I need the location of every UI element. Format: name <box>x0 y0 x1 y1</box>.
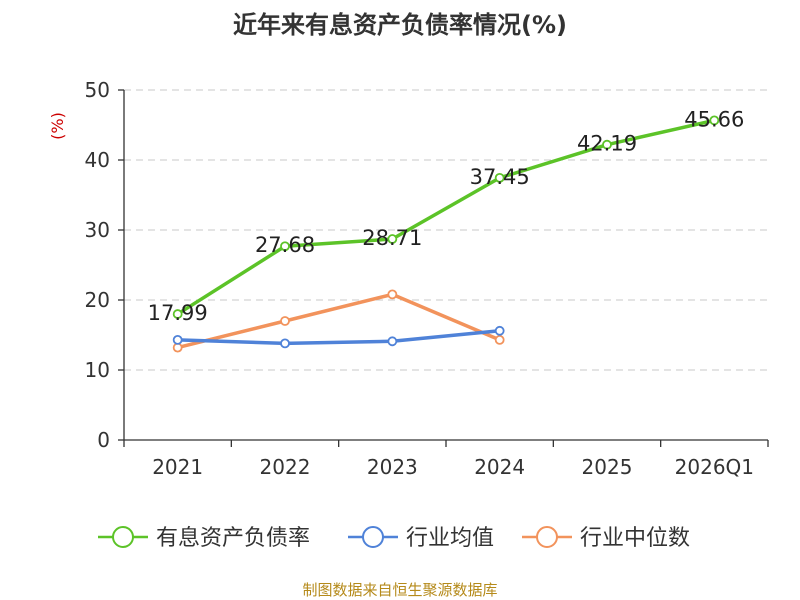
legend: 有息资产负债率 行业均值 行业中位数 <box>98 526 690 551</box>
y-tick-label: 20 <box>85 288 110 312</box>
legend-label: 行业均值 <box>406 526 494 551</box>
data-point[interactable] <box>387 234 398 244</box>
data-label: 28.71 <box>362 226 422 250</box>
legend-marker <box>536 526 558 548</box>
data-point[interactable] <box>602 139 612 150</box>
data-label: 42.19 <box>577 132 637 156</box>
data-label: 37.45 <box>470 165 530 189</box>
legend-marker <box>362 526 384 548</box>
data-point[interactable] <box>280 338 290 349</box>
legend-label: 有息资产负债率 <box>156 526 310 551</box>
data-point[interactable] <box>494 325 505 336</box>
legend-label: 行业中位数 <box>580 526 690 551</box>
legend-marker <box>112 526 134 548</box>
series-line <box>177 329 500 346</box>
data-label: 17.99 <box>148 301 208 325</box>
source-note: 制图数据来自恒生聚源数据库 <box>302 581 497 599</box>
x-tick-label: 2026Q1 <box>675 455 754 479</box>
y-tick-label: 50 <box>85 78 110 102</box>
plot-area <box>172 115 720 353</box>
data-point[interactable] <box>172 334 183 345</box>
legend-item[interactable]: 有息资产负债率 <box>98 526 310 551</box>
data-point[interactable] <box>494 172 505 183</box>
y-tick-label: 10 <box>85 358 110 382</box>
x-tick-label: 2024 <box>474 455 525 479</box>
data-point[interactable] <box>387 289 398 300</box>
series-line <box>176 118 715 316</box>
x-tick-label: 2025 <box>582 455 633 479</box>
legend-item[interactable]: 行业均值 <box>348 526 494 551</box>
grid-lines <box>124 89 768 371</box>
data-point[interactable] <box>172 309 183 319</box>
y-axis-label: (%) <box>48 112 67 140</box>
legend-item[interactable]: 行业中位数 <box>522 526 690 551</box>
x-tick-label: 2021 <box>152 455 203 479</box>
series-line <box>177 292 501 350</box>
axes: 0 10 20 30 40 50 2021 2022 2023 2024 2025 2026Q1 <box>85 78 769 479</box>
data-point[interactable] <box>387 336 398 347</box>
data-point[interactable] <box>280 241 290 252</box>
data-label: 45.66 <box>684 107 744 131</box>
data-point[interactable] <box>280 316 290 326</box>
x-tick-label: 2023 <box>367 455 418 479</box>
data-point[interactable] <box>172 342 183 353</box>
data-point[interactable] <box>709 115 720 126</box>
y-tick-label: 40 <box>85 148 110 172</box>
y-tick-label: 30 <box>85 218 110 242</box>
y-tick-label: 0 <box>97 428 110 452</box>
chart-title: 近年来有息资产负债率情况(%) <box>233 11 567 39</box>
data-point[interactable] <box>494 334 505 345</box>
x-tick-label: 2022 <box>260 455 311 479</box>
data-label: 27.68 <box>255 233 315 257</box>
data-labels: 17.99 27.68 28.71 37.45 42.19 45.66 <box>148 107 745 325</box>
